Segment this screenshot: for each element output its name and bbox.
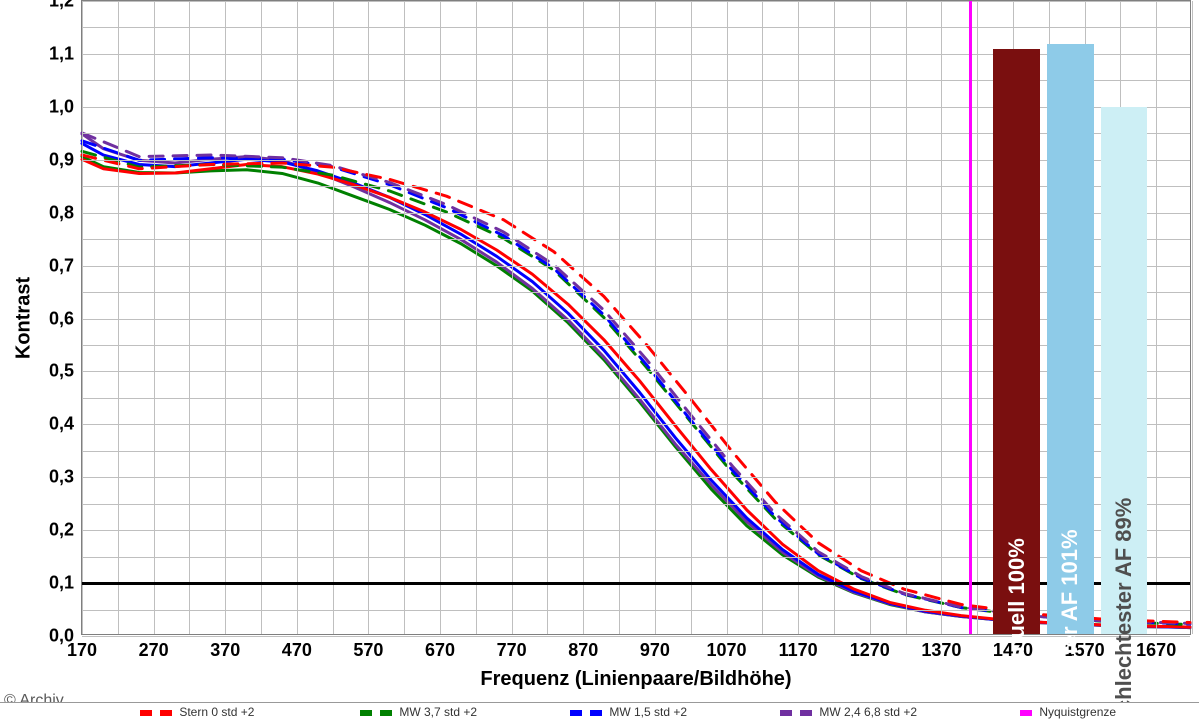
nyquist-line [969,1,972,634]
legend-strip: Stern 0 std +2 MW 3,7 std +2 MW 1,5 std … [0,702,1199,720]
x-tick-label: 870 [568,634,598,661]
x-axis-title: Frequenz (Linienpaare/Bildhöhe) [480,668,791,691]
x-tick-label: 670 [425,634,455,661]
y-tick-label: 1,0 [49,96,82,117]
x-tick-label: 170 [67,634,97,661]
y-tick-label: 0,7 [49,255,82,276]
y-tick-label: 0,3 [49,467,82,488]
bar-best-af-label: bester AF 101% [1057,529,1083,692]
y-tick-label: 1,1 [49,43,82,64]
legend-item: MW 1,5 std +2 [570,705,687,719]
legend-item: Stern 0 std +2 [140,705,254,719]
x-tick-label: 470 [282,634,312,661]
x-tick-label: 270 [139,634,169,661]
x-tick-label: 570 [353,634,383,661]
y-tick-label: 0,6 [49,308,82,329]
bar-worst-af-label: schlechtester AF 89% [1111,498,1137,720]
y-tick-label: 0,5 [49,361,82,382]
x-tick-label: 1670 [1136,634,1176,661]
y-tick-label: 0,4 [49,414,82,435]
bar-manual-label: manuell 100% [1004,538,1030,684]
legend-item: Nyquistgrenze [1020,705,1116,719]
y-tick-label: 0,1 [49,573,82,594]
bar-best-af: bester AF 101% [1047,44,1094,634]
x-tick-label: 1170 [779,634,818,661]
legend-item: MW 2,4 6,8 std +2 [780,705,917,719]
x-tick-label: 970 [640,634,670,661]
chart-plot-area: 0,00,10,20,30,40,50,60,70,80,91,01,11,21… [81,0,1191,635]
y-tick-label: 0,9 [49,149,82,170]
x-tick-label: 1370 [921,634,961,661]
x-tick-label: 770 [497,634,527,661]
legend-item: MW 3,7 std +2 [360,705,477,719]
x-tick-label: 1070 [706,634,746,661]
x-tick-label: 1270 [850,634,890,661]
y-tick-label: 0,8 [49,202,82,223]
y-tick-label: 1,2 [49,0,82,12]
y-tick-label: 0,2 [49,520,82,541]
bar-manual: manuell 100% [993,49,1040,634]
y-axis-title: Kontrast [13,277,36,359]
x-tick-label: 370 [210,634,240,661]
bar-worst-af: schlechtester AF 89% [1101,107,1148,634]
